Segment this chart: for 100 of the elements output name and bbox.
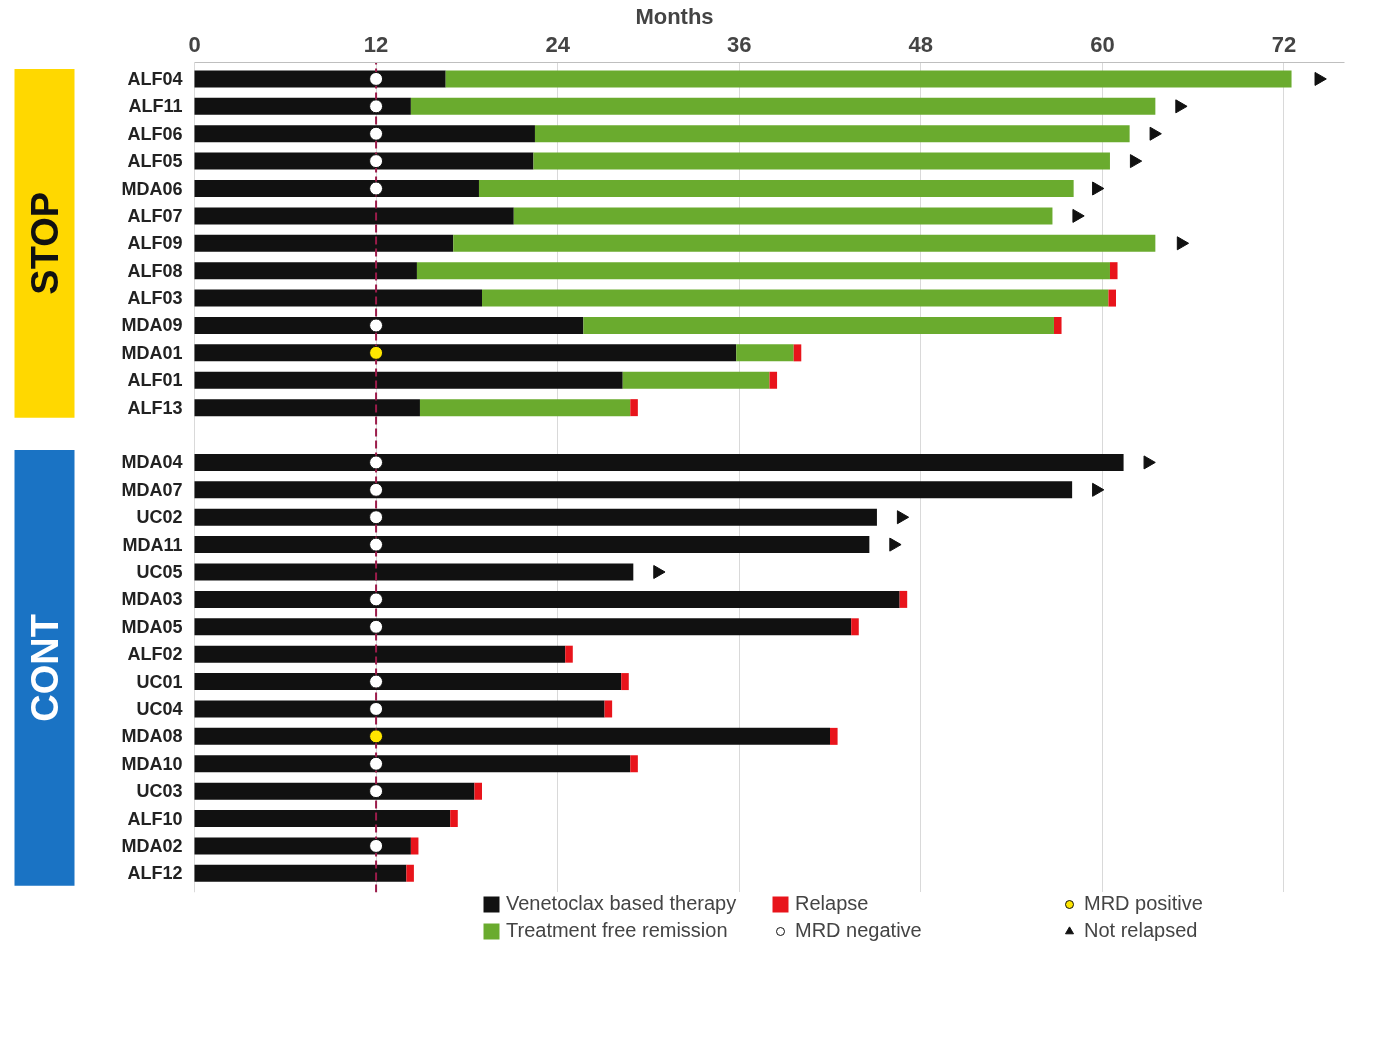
bar [899, 590, 908, 608]
point [369, 701, 384, 716]
y-tick-label: ALF12 [127, 863, 183, 884]
bar [1108, 289, 1117, 307]
y-tick-label: ALF10 [127, 808, 183, 829]
y-tick-label: ALF03 [127, 288, 183, 309]
bar [1109, 262, 1118, 280]
point [369, 345, 384, 360]
y-tick-label: MDA07 [121, 479, 183, 500]
point [369, 592, 384, 607]
x-tick-label: 72 [1271, 31, 1297, 57]
y-tick-label: ALF11 [128, 96, 183, 117]
bar [793, 344, 802, 362]
bar [410, 97, 1156, 115]
legend-label: Treatment free remission [506, 919, 729, 942]
y-tick-label: MDA09 [121, 315, 183, 336]
x-tick-label: 36 [727, 31, 752, 57]
point [1129, 154, 1143, 169]
y-tick-label: ALF08 [127, 260, 183, 281]
bar [416, 262, 1110, 280]
legend-label: MRD negative [795, 919, 923, 942]
legend-label: MRD positive [1084, 892, 1204, 915]
bar [194, 536, 870, 554]
point [1092, 482, 1105, 497]
point [369, 154, 384, 169]
y-tick-label: ALF04 [127, 68, 183, 89]
x-tick-label: 60 [1090, 31, 1115, 57]
y-tick-label: UC01 [136, 671, 183, 692]
point [1314, 71, 1327, 86]
bar [1053, 316, 1062, 334]
bar [453, 234, 1156, 252]
bar [482, 289, 1109, 307]
point [369, 99, 384, 114]
point [369, 510, 384, 525]
point [369, 838, 384, 853]
point [1149, 126, 1162, 141]
point [369, 455, 384, 470]
point [369, 756, 384, 771]
point [369, 674, 384, 689]
x-axis-title: Months [635, 3, 714, 29]
bar [194, 673, 622, 691]
y-tick-label: UC02 [136, 507, 183, 528]
bar [194, 618, 852, 636]
y-tick-label: MDA04 [121, 452, 183, 473]
bar [406, 864, 414, 882]
bar [194, 207, 514, 225]
bar [410, 837, 419, 855]
bar [194, 563, 634, 581]
text: STOP [23, 191, 66, 295]
y-tick-label: MDA05 [121, 616, 183, 637]
y-tick-label: MDA02 [121, 835, 183, 856]
bar [194, 316, 584, 334]
bar [194, 289, 482, 307]
bar [194, 810, 451, 828]
point [369, 784, 384, 799]
y-tick-label: UC04 [136, 698, 183, 719]
bar [194, 481, 1073, 499]
legend-label: Venetoclax based therapy [506, 892, 738, 915]
bar [474, 782, 482, 800]
bar [194, 864, 407, 882]
bar [534, 125, 1130, 143]
point [369, 71, 384, 86]
point [653, 565, 666, 579]
bar [621, 673, 629, 691]
point [1143, 455, 1156, 470]
legend-label: Relapse [795, 892, 870, 915]
point [369, 181, 384, 196]
bar [851, 618, 859, 636]
bar [565, 645, 573, 663]
bar [194, 180, 479, 197]
bar [194, 371, 623, 389]
bar [194, 152, 534, 170]
y-tick-label: ALF01 [127, 370, 183, 391]
bar [194, 262, 417, 280]
bar [419, 399, 631, 417]
point [1072, 208, 1085, 223]
bar [194, 508, 877, 526]
point [1176, 236, 1190, 251]
x-tick-label: 48 [908, 31, 934, 57]
bar [194, 234, 454, 252]
y-tick-label: ALF07 [127, 205, 183, 226]
bar [583, 316, 1054, 334]
text: CONT [23, 614, 66, 722]
bar [194, 700, 605, 718]
bar [194, 125, 535, 143]
point [889, 537, 902, 552]
bar [194, 399, 420, 417]
y-tick-label: MDA06 [121, 178, 183, 199]
x-tick-label: 24 [545, 31, 571, 57]
point [1092, 181, 1105, 196]
bar [513, 207, 1053, 225]
bar [769, 371, 778, 389]
x-tick-label: 0 [188, 31, 201, 57]
y-tick-label: MDA11 [122, 534, 183, 555]
bar [736, 344, 794, 362]
bar [450, 810, 458, 828]
y-tick-label: MDA01 [121, 342, 183, 363]
y-tick-label: MDA10 [121, 753, 183, 774]
point [369, 482, 384, 497]
bar [194, 645, 566, 663]
